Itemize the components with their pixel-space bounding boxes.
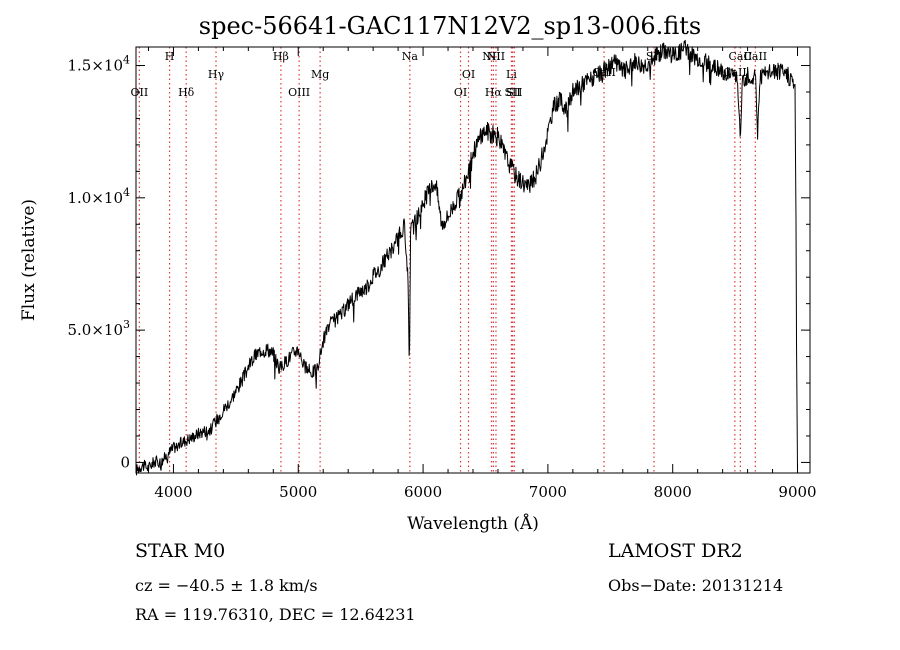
y-tick-label: 5.0×103 bbox=[67, 318, 130, 339]
spectral-line-label: Na bbox=[402, 50, 419, 63]
spectral-line-label: Hδ bbox=[178, 86, 195, 99]
x-tick-label: 9000 bbox=[778, 483, 816, 501]
spectral-line-labels: OIIHHδHγHβOIIIMgNaOIOINIIHαNIILiSIISIICa… bbox=[131, 50, 768, 99]
spectral-line-label: NII bbox=[487, 50, 505, 63]
x-tick-label: 7000 bbox=[529, 483, 567, 501]
y-tick-label: 1.5×104 bbox=[67, 54, 130, 75]
observation-date: Obs−Date: 20131214 bbox=[608, 576, 784, 595]
spectral-line-label: SII bbox=[646, 50, 662, 63]
spectral-line-label: H bbox=[165, 50, 175, 63]
coordinates: RA = 119.76310, DEC = 12.64231 bbox=[135, 605, 416, 624]
redshift-value: cz = −40.5 ± 1.8 km/s bbox=[135, 576, 318, 595]
spectral-line-label: SII bbox=[506, 86, 522, 99]
spectral-line-label: CaII bbox=[729, 50, 753, 63]
axes: 4000 5000 6000 7000 8000 9000 0 5.0×103 1.0×104 1… bbox=[19, 46, 817, 534]
y-axis-title: Flux (relative) bbox=[19, 199, 39, 321]
y-tick-label: 0 bbox=[120, 453, 130, 471]
spectral-line-markers bbox=[138, 47, 756, 473]
spectrum-line bbox=[135, 39, 798, 476]
x-axis-title: Wavelength (Å) bbox=[407, 513, 539, 534]
spectral-line-label: CaII bbox=[723, 66, 747, 79]
spectral-line-label: Mg bbox=[311, 68, 329, 81]
survey-name: LAMOST DR2 bbox=[608, 540, 743, 562]
spectral-line-label: OI bbox=[462, 68, 475, 81]
spectral-line-label: Hβ bbox=[273, 50, 289, 63]
object-class: STAR M0 bbox=[135, 540, 226, 562]
spectral-line-label: CaII bbox=[743, 50, 767, 63]
chart-title: spec-56641-GAC117N12V2_sp13-006.fits bbox=[198, 12, 702, 40]
spectral-line-label: OII bbox=[131, 86, 149, 99]
plot-frame bbox=[135, 46, 811, 474]
y-tick-label: 1.0×104 bbox=[67, 186, 130, 207]
x-tick-label: 5000 bbox=[279, 483, 317, 501]
x-tick-label: 4000 bbox=[154, 483, 192, 501]
spectral-line-label: OI bbox=[454, 86, 467, 99]
x-tick-label: 8000 bbox=[654, 483, 692, 501]
spectral-line-label: CaII bbox=[592, 66, 616, 79]
spectral-line-label: Li bbox=[506, 68, 517, 81]
x-tick-label: 6000 bbox=[404, 483, 442, 501]
spectrum-series bbox=[135, 39, 798, 476]
spectral-line-label: Hα bbox=[485, 86, 503, 99]
spectral-line-label: Hγ bbox=[208, 68, 225, 81]
spectral-line-label: SII bbox=[504, 86, 520, 99]
spectral-line-label: NII bbox=[482, 50, 500, 63]
spectral-line-label: OIII bbox=[288, 86, 310, 99]
